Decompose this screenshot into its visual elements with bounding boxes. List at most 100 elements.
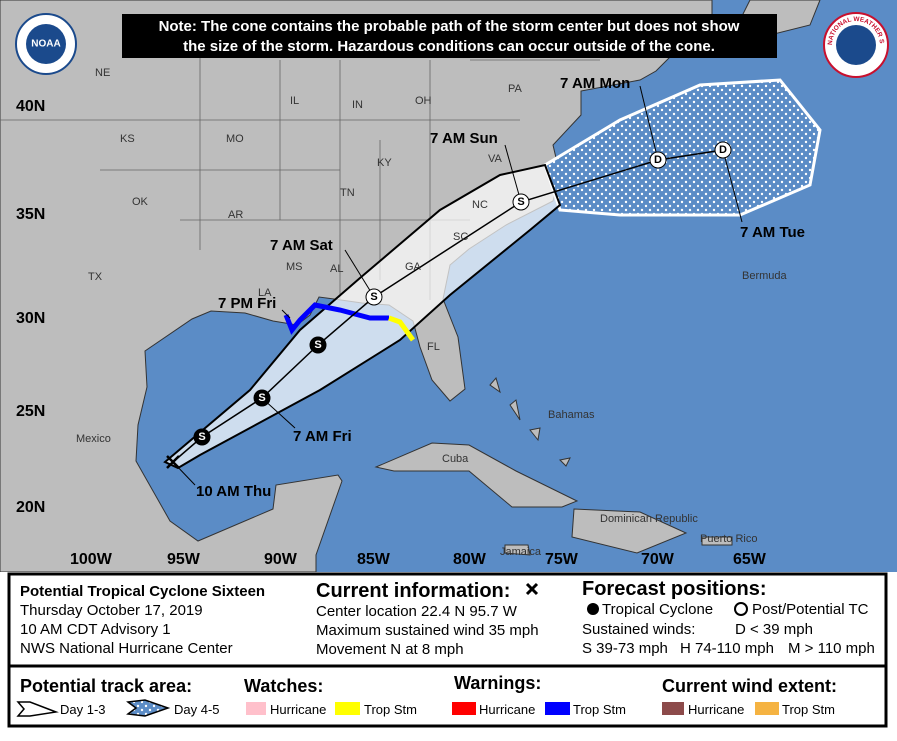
storm-info: NWS National Hurricane Center (20, 640, 233, 657)
forecast-key: Post/Potential TC (752, 601, 869, 618)
state-borders (0, 40, 600, 300)
legend-item: Hurricane (270, 702, 326, 717)
forecast-marker (714, 141, 732, 159)
marker-letter: D (719, 144, 727, 156)
lat-label: 20N (16, 499, 45, 516)
legend-heading: Watches: (244, 676, 323, 696)
land-jamaica (504, 544, 531, 556)
region-label: LA (258, 287, 272, 299)
current-heading: Current information: (316, 580, 510, 602)
forecast-marker (649, 151, 667, 169)
legend-item: Hurricane (688, 702, 744, 717)
forecast-key: M > 110 mph (788, 640, 875, 657)
forecast-label: 10 AM Thu (196, 483, 271, 500)
forecast-marker (365, 288, 383, 306)
note-box (122, 14, 777, 58)
legend-item: Trop Stm (782, 702, 835, 717)
land-puerto-rico (701, 536, 733, 546)
forecast-label: 7 PM Fri (218, 295, 276, 312)
region-label: Cuba (442, 453, 469, 465)
region-label: IL (290, 95, 299, 107)
region-label: NE (95, 67, 110, 79)
region-label: VA (488, 153, 503, 165)
note-text: Note: The cone contains the probable pat… (159, 18, 740, 35)
legend-item: Hurricane (479, 702, 535, 717)
lat-label: 40N (16, 98, 45, 115)
legend-item: Day 4-5 (174, 702, 220, 717)
region-label: TX (88, 271, 103, 283)
panel-border (7, 572, 888, 728)
marker-letter: S (370, 291, 377, 303)
trop-storm-watch (388, 315, 416, 342)
lat-label: 30N (16, 310, 45, 327)
region-label: OK (132, 196, 149, 208)
storm-info: Thursday October 17, 2019 (20, 602, 203, 619)
current-x (525, 582, 539, 596)
legend-item: Day 1-3 (60, 702, 106, 717)
legend-item: Trop Stm (573, 702, 626, 717)
leader-line (504, 144, 522, 203)
info-panel: Potential Tropical Cyclone Sixteen Thurs… (0, 572, 897, 736)
region-label: Dominican Republic (600, 513, 698, 525)
cone-day-4-5 (543, 78, 822, 217)
leader-line (639, 85, 659, 161)
noaa-text: NOAA (31, 39, 60, 50)
day45-symbol (126, 699, 171, 717)
leader-line (722, 149, 743, 223)
forecast-key: H 74-110 mph (680, 640, 774, 657)
legend-heading: Current wind extent: (662, 676, 837, 696)
lon-label: 85W (357, 551, 391, 568)
region-label: PA (508, 83, 523, 95)
land-hispaniola (571, 508, 688, 554)
storm-name: Potential Tropical Cyclone Sixteen (20, 583, 265, 600)
forecast-marker (193, 428, 211, 446)
region-label: KY (377, 157, 392, 169)
region-label: Mexico (76, 433, 111, 445)
forecast-marker (512, 193, 530, 211)
watch-trop-swatch (335, 702, 360, 715)
lon-label: 65W (733, 551, 767, 568)
leader-line (344, 249, 375, 298)
lon-label: 90W (264, 551, 298, 568)
map: 40N 35N 30N 25N 20N 100W 95W 90W 85W 80W… (0, 0, 897, 573)
forecast-marker (309, 336, 327, 354)
region-label: AL (330, 263, 343, 275)
forecast-heading: Forecast positions: (582, 578, 766, 600)
land-cuba (374, 442, 579, 508)
region-label: NC (472, 199, 488, 211)
watch-hurricane-swatch (246, 702, 266, 715)
lon-label: 100W (70, 551, 113, 568)
forecast-label: 7 AM Sun (430, 130, 498, 147)
longitude-labels: 100W 95W 90W 85W 80W 75W 70W 65W (70, 551, 767, 568)
region-label: MO (226, 133, 244, 145)
region-label: Jamaica (500, 546, 542, 558)
region-label: MS (286, 261, 303, 273)
current-line: Center location 22.4 N 95.7 W (316, 603, 518, 620)
forecast-key: Tropical Cyclone (602, 601, 713, 618)
forecast-marker (253, 389, 271, 407)
track-line (172, 149, 724, 463)
region-label: OH (415, 95, 432, 107)
region-label: GA (405, 261, 422, 273)
wind-trop-swatch (755, 702, 779, 715)
legend-heading: Warnings: (454, 673, 541, 693)
current-line: Movement N at 8 mph (316, 641, 464, 658)
lat-label: 25N (16, 403, 45, 420)
legend-item: Trop Stm (364, 702, 417, 717)
warn-trop-swatch (545, 702, 570, 715)
note-text: the size of the storm. Hazardous conditi… (183, 38, 715, 55)
latitude-labels: 40N 35N 30N 25N 20N (16, 98, 45, 516)
forecast-label: 7 AM Fri (293, 428, 352, 445)
marker-letter: S (517, 196, 524, 208)
region-label: Puerto Rico (700, 533, 757, 545)
wind-hurricane-swatch (662, 702, 684, 715)
lon-label: 70W (641, 551, 675, 568)
lon-label: 80W (453, 551, 487, 568)
forecast-points: S S S S D D S 7 AM Fri 7 PM Fri 7 AM Sat… (166, 75, 805, 500)
tc-symbol (587, 603, 599, 615)
region-label: IN (352, 99, 363, 111)
forecast-label: 7 AM Sat (270, 237, 333, 254)
marker-letter: S (314, 339, 321, 351)
lon-label: 75W (545, 551, 579, 568)
